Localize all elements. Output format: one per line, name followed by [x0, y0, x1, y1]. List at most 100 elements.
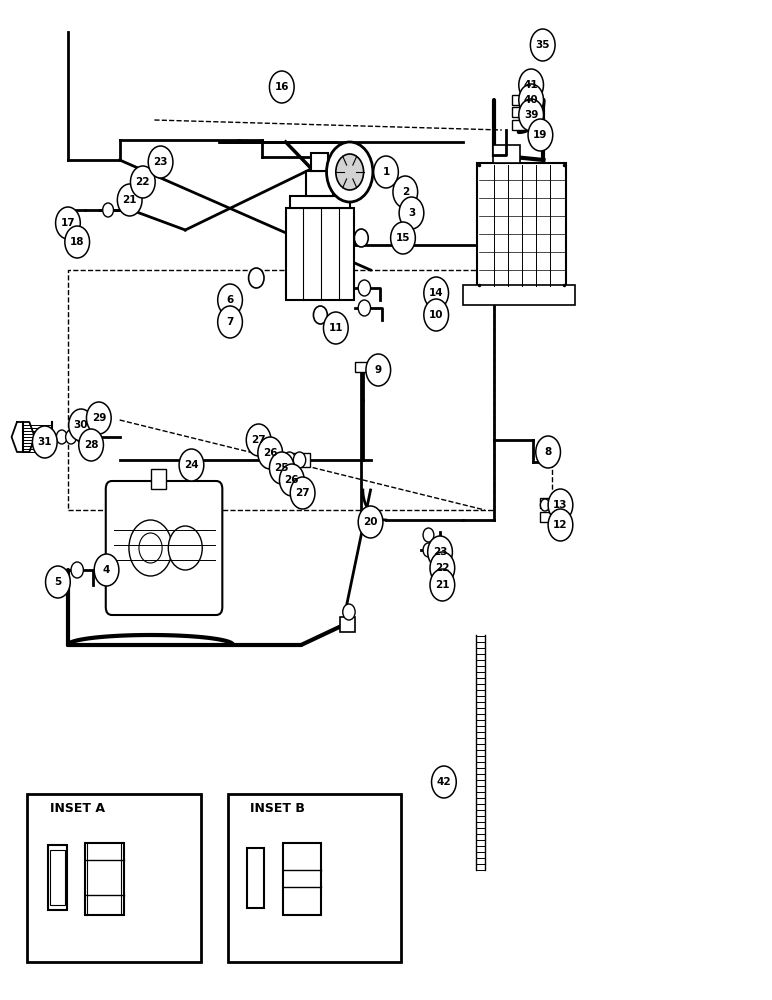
Bar: [493, 145, 520, 163]
Text: 28: 28: [84, 440, 98, 450]
Bar: [311, 153, 328, 171]
Circle shape: [273, 452, 286, 468]
Circle shape: [94, 554, 119, 586]
Bar: [50, 850, 65, 905]
Text: 11: 11: [329, 323, 343, 333]
Circle shape: [262, 452, 275, 468]
Bar: [355, 362, 367, 372]
Circle shape: [432, 766, 456, 798]
Circle shape: [519, 84, 543, 116]
Circle shape: [428, 536, 452, 568]
Circle shape: [536, 436, 560, 468]
Text: 6: 6: [226, 295, 234, 305]
Circle shape: [86, 402, 111, 434]
Text: 23: 23: [154, 157, 168, 167]
Text: 42: 42: [437, 777, 451, 787]
Circle shape: [117, 184, 142, 216]
Text: 4: 4: [103, 565, 110, 575]
Circle shape: [358, 506, 383, 538]
Circle shape: [246, 424, 271, 456]
Text: 40: 40: [524, 95, 538, 105]
Circle shape: [77, 430, 88, 444]
Bar: [247, 848, 264, 908]
Bar: [512, 120, 529, 130]
Text: INSET B: INSET B: [250, 802, 306, 814]
Circle shape: [168, 526, 202, 570]
Circle shape: [391, 222, 415, 254]
Bar: [27, 794, 201, 962]
Text: 21: 21: [123, 195, 137, 205]
Circle shape: [65, 226, 90, 258]
Circle shape: [374, 156, 398, 188]
Circle shape: [430, 552, 455, 584]
Bar: [283, 843, 321, 915]
Circle shape: [423, 543, 434, 557]
Text: 3: 3: [408, 208, 415, 218]
Circle shape: [269, 71, 294, 103]
Circle shape: [130, 166, 155, 198]
Circle shape: [56, 207, 80, 239]
Circle shape: [399, 197, 424, 229]
Text: 12: 12: [554, 520, 567, 530]
Circle shape: [423, 528, 434, 542]
Circle shape: [548, 509, 573, 541]
Text: 9: 9: [374, 365, 382, 375]
Circle shape: [530, 29, 555, 61]
Circle shape: [249, 268, 264, 288]
Text: 18: 18: [70, 237, 84, 247]
Text: 13: 13: [554, 500, 567, 510]
Circle shape: [69, 409, 93, 441]
Circle shape: [269, 452, 294, 484]
Text: 27: 27: [296, 488, 310, 498]
Text: 27: 27: [252, 435, 266, 445]
Circle shape: [343, 604, 355, 620]
Bar: [228, 794, 401, 962]
Text: 26: 26: [263, 448, 277, 458]
Bar: [290, 196, 350, 208]
Bar: [85, 843, 124, 915]
Text: 21: 21: [435, 580, 449, 590]
Circle shape: [32, 426, 57, 458]
Bar: [540, 512, 553, 522]
Bar: [306, 171, 333, 196]
Circle shape: [519, 99, 543, 131]
FancyBboxPatch shape: [106, 481, 222, 615]
Circle shape: [218, 306, 242, 338]
Circle shape: [129, 520, 172, 576]
Text: 29: 29: [92, 413, 106, 423]
Text: 39: 39: [524, 110, 538, 120]
Text: 19: 19: [533, 130, 547, 140]
Circle shape: [66, 430, 76, 444]
Circle shape: [393, 176, 418, 208]
Bar: [264, 453, 310, 467]
Circle shape: [323, 312, 348, 344]
Text: 26: 26: [285, 475, 299, 485]
Text: 31: 31: [38, 437, 52, 447]
Text: 35: 35: [536, 40, 550, 50]
Text: 7: 7: [226, 317, 234, 327]
Circle shape: [79, 429, 103, 461]
Circle shape: [519, 69, 543, 101]
Bar: [463, 285, 575, 305]
Circle shape: [46, 566, 70, 598]
Circle shape: [139, 533, 162, 563]
Bar: [340, 617, 355, 632]
Text: 22: 22: [435, 563, 449, 573]
Circle shape: [336, 154, 364, 190]
Circle shape: [528, 119, 553, 151]
Circle shape: [103, 203, 113, 217]
Text: 16: 16: [275, 82, 289, 92]
Text: 41: 41: [524, 80, 538, 90]
Circle shape: [424, 277, 449, 309]
Circle shape: [327, 142, 373, 202]
Bar: [540, 498, 553, 508]
Circle shape: [293, 452, 306, 468]
Circle shape: [87, 430, 98, 444]
Circle shape: [354, 229, 368, 247]
Circle shape: [358, 300, 371, 316]
Circle shape: [71, 562, 83, 578]
Circle shape: [548, 489, 573, 521]
Circle shape: [283, 452, 296, 468]
Text: 30: 30: [74, 420, 88, 430]
Text: 17: 17: [61, 218, 75, 228]
